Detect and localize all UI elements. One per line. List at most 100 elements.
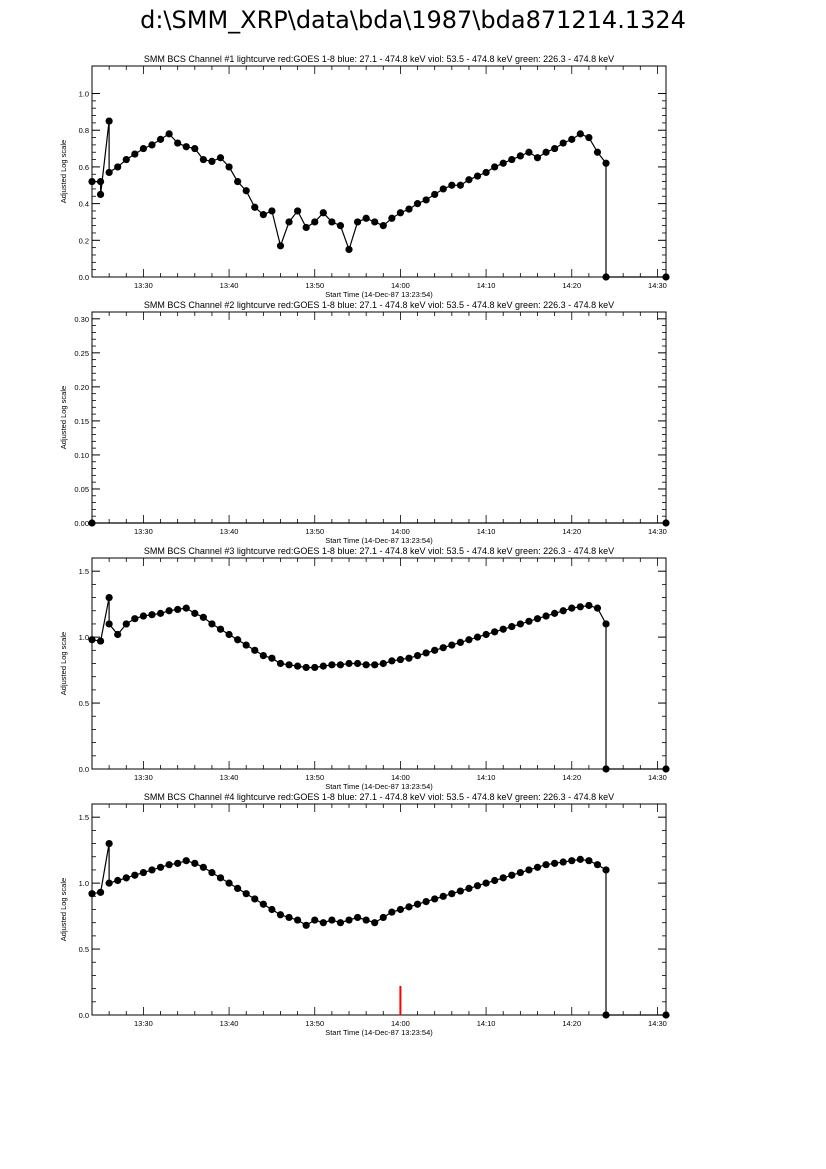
data-point (96, 190, 105, 199)
data-point (345, 916, 353, 924)
series-line (91, 843, 666, 1016)
data-point (448, 641, 456, 649)
y-tick-label: 0.25 (74, 349, 89, 358)
data-point (508, 155, 516, 164)
data-point (285, 661, 293, 669)
data-point (191, 144, 199, 153)
x-tick-label: 13:40 (220, 1019, 239, 1028)
data-point (96, 177, 105, 186)
y-tick-label: 1.0 (79, 633, 89, 642)
x-tick-label: 14:10 (477, 281, 496, 290)
data-point (491, 163, 499, 171)
x-tick-label: 13:50 (305, 1019, 324, 1028)
data-point (353, 218, 362, 226)
x-tick-label: 14:20 (562, 1019, 581, 1028)
data-point (559, 858, 567, 866)
data-point (542, 148, 550, 156)
y-tick-label: 0.2 (79, 236, 89, 245)
data-point (311, 916, 319, 924)
x-axis-label: Start Time (14-Dec-87 13:23:54) (325, 290, 433, 299)
data-point (379, 913, 387, 922)
data-point (156, 609, 165, 617)
data-point (156, 135, 165, 143)
data-point (482, 168, 490, 177)
y-tick-label: 0.6 (79, 163, 89, 172)
data-point (422, 649, 430, 657)
data-point (294, 207, 302, 215)
data-point (516, 868, 524, 877)
y-tick-label: 0.00 (74, 519, 89, 528)
data-point (268, 905, 276, 914)
y-tick-label: 0.15 (74, 417, 89, 426)
y-tick-label: 0.20 (74, 383, 89, 392)
data-point (122, 155, 130, 164)
x-axis-label: Start Time (14-Dec-87 13:23:54) (325, 1028, 433, 1037)
data-point (559, 607, 567, 615)
data-point (148, 611, 156, 619)
data-point (405, 903, 413, 911)
data-point (276, 911, 285, 919)
data-point (396, 209, 405, 217)
x-tick-label: 14:00 (391, 527, 410, 536)
panel-4: SMM BCS Channel #4 lightcurve red:GOES 1… (59, 792, 670, 1037)
data-point (456, 638, 464, 647)
data-point (491, 628, 499, 636)
data-point (508, 622, 516, 631)
data-point (174, 859, 182, 867)
panel-1: SMM BCS Channel #1 lightcurve red:GOES 1… (59, 54, 670, 299)
data-point (602, 1011, 610, 1019)
data-point (259, 651, 267, 660)
data-point (568, 857, 576, 865)
data-point (371, 919, 379, 927)
data-point (465, 636, 473, 644)
data-point (122, 874, 130, 882)
data-point (568, 604, 576, 612)
data-point (285, 218, 293, 226)
panel-title: SMM BCS Channel #3 lightcurve red:GOES 1… (144, 546, 614, 556)
data-point (165, 861, 173, 869)
data-point (182, 857, 190, 865)
data-point (328, 916, 336, 924)
data-point (362, 214, 370, 222)
y-axis-label: Adjusted Log scale (59, 878, 68, 941)
data-point (285, 913, 293, 922)
data-point (516, 152, 524, 160)
data-point (465, 884, 473, 893)
y-tick-label: 0.0 (79, 273, 89, 282)
data-point (96, 888, 105, 896)
data-point (662, 1011, 670, 1019)
page-title: d:\SMM_XRP\data\bda\1987\bda871214.1324 (140, 6, 686, 34)
data-point (353, 913, 362, 922)
data-point (602, 866, 610, 874)
data-point (302, 223, 310, 232)
data-point (585, 133, 593, 142)
y-tick-label: 0.8 (79, 126, 89, 135)
data-point (105, 593, 113, 602)
data-point (216, 154, 225, 162)
data-point (413, 900, 422, 908)
data-point (251, 203, 259, 211)
data-point (413, 200, 422, 208)
data-point (268, 654, 276, 662)
data-point (105, 117, 113, 125)
data-point (602, 620, 610, 628)
data-point (593, 148, 602, 156)
data-point (602, 273, 610, 281)
x-axis-label: Start Time (14-Dec-87 13:23:54) (325, 782, 433, 791)
data-point (525, 866, 533, 874)
y-tick-label: 0.0 (79, 765, 89, 774)
data-point (396, 905, 405, 914)
data-point (388, 908, 396, 916)
x-tick-label: 13:30 (134, 281, 153, 290)
x-tick-label: 14:30 (648, 1019, 667, 1028)
plot-frame (91, 311, 667, 524)
data-point (482, 630, 490, 639)
data-point (456, 887, 464, 895)
x-tick-label: 14:20 (562, 281, 581, 290)
data-point (602, 765, 610, 773)
data-point (585, 601, 593, 610)
x-tick-label: 14:20 (562, 773, 581, 782)
x-tick-label: 14:30 (648, 773, 667, 782)
data-point (431, 646, 439, 654)
data-point (542, 861, 550, 869)
